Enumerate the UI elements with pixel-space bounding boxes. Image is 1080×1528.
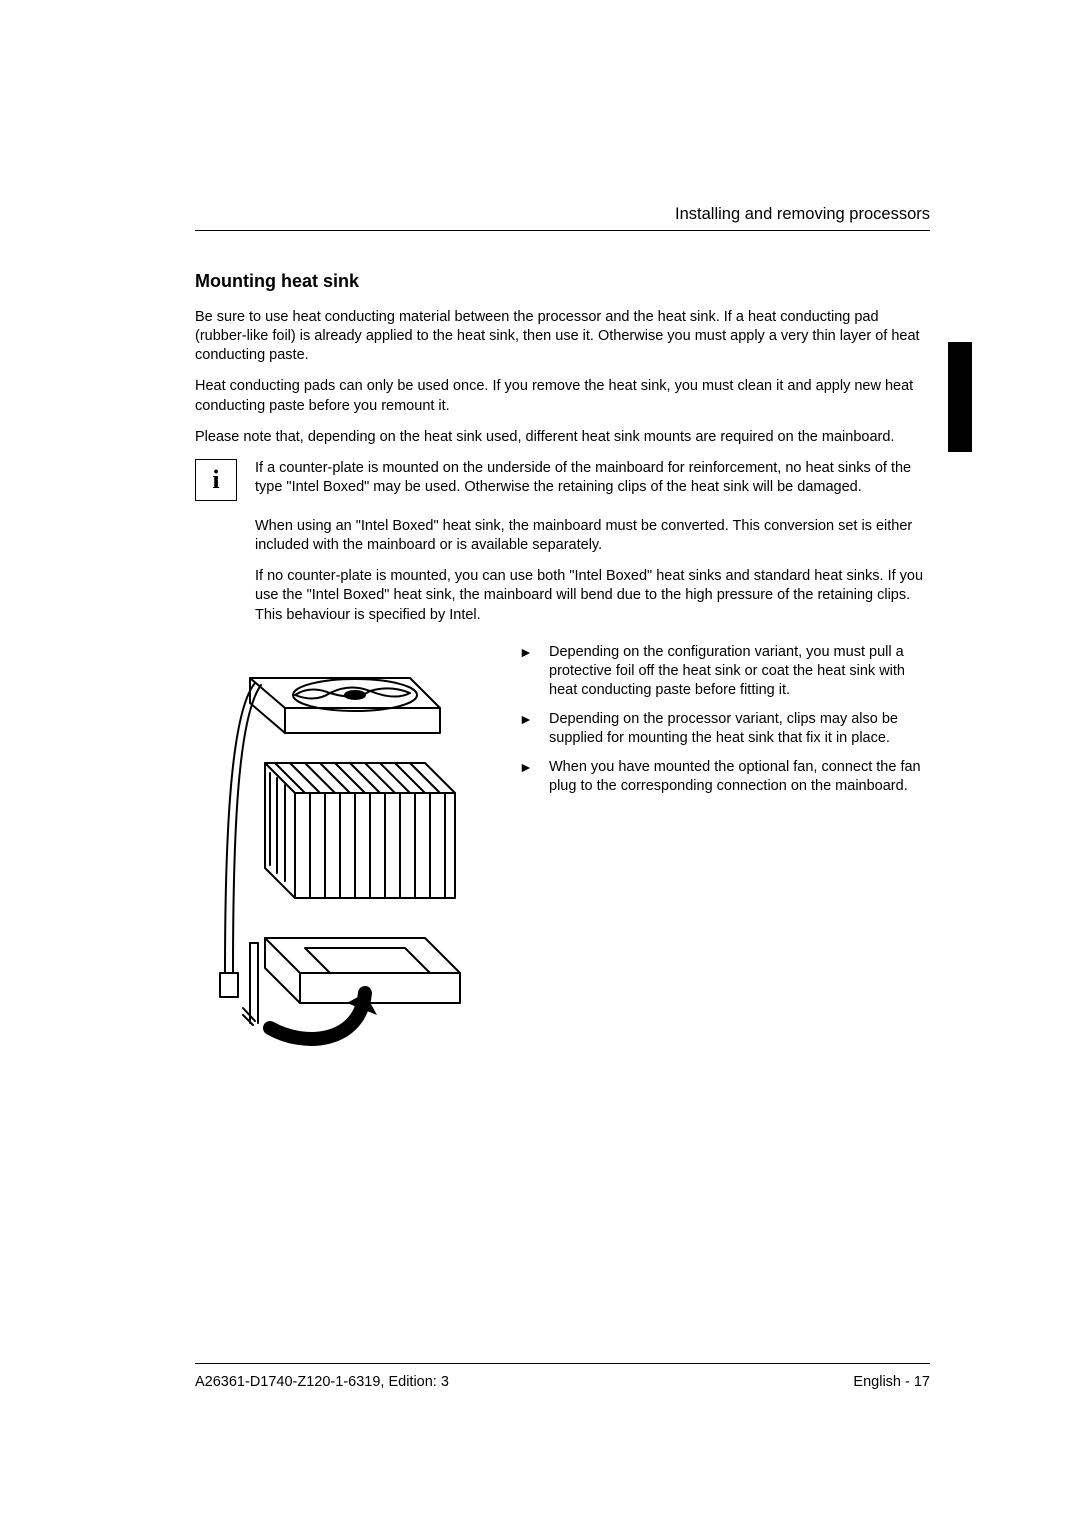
section-title: Mounting heat sink (195, 271, 930, 292)
bullet-marker-icon: ► (519, 710, 535, 748)
page-edge-tab (948, 342, 972, 452)
info-note: i If a counter-plate is mounted on the u… (195, 459, 930, 507)
info-icon: i (195, 459, 237, 501)
info-continuation: When using an "Intel Boxed" heat sink, t… (255, 517, 930, 625)
heatsink-svg (195, 643, 485, 1073)
step-text: When you have mounted the optional fan, … (549, 758, 930, 796)
step-list: ► Depending on the configuration variant… (519, 643, 930, 1073)
step-text: Depending on the configuration variant, … (549, 643, 930, 700)
body-paragraph: Heat conducting pads can only be used on… (195, 377, 930, 415)
running-head: Installing and removing processors (195, 205, 930, 224)
step-item: ► Depending on the processor variant, cl… (519, 710, 930, 748)
step-text: Depending on the processor variant, clip… (549, 710, 930, 748)
body-paragraph: Please note that, depending on the heat … (195, 428, 930, 447)
footer-page-number: English - 17 (853, 1374, 930, 1390)
footer-doc-id: A26361-D1740-Z120-1-6319, Edition: 3 (195, 1374, 449, 1390)
step-item: ► When you have mounted the optional fan… (519, 758, 930, 796)
body-paragraph: Be sure to use heat conducting material … (195, 308, 930, 365)
step-item: ► Depending on the configuration variant… (519, 643, 930, 700)
info-paragraph: When using an "Intel Boxed" heat sink, t… (255, 517, 930, 555)
info-paragraph: If no counter-plate is mounted, you can … (255, 567, 930, 624)
heatsink-illustration (195, 643, 485, 1073)
bullet-marker-icon: ► (519, 758, 535, 796)
figure-and-steps: ► Depending on the configuration variant… (195, 643, 930, 1073)
page-footer: A26361-D1740-Z120-1-6319, Edition: 3 Eng… (195, 1363, 930, 1390)
bullet-marker-icon: ► (519, 643, 535, 700)
header-rule: Installing and removing processors (195, 205, 930, 231)
info-paragraph: If a counter-plate is mounted on the und… (255, 459, 930, 497)
info-text: If a counter-plate is mounted on the und… (255, 459, 930, 507)
